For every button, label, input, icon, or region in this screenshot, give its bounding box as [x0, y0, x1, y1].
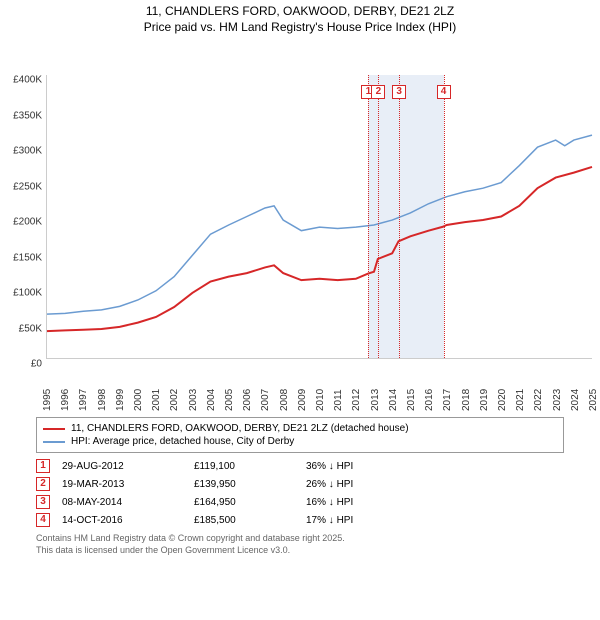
row-date: 14-OCT-2016: [62, 515, 182, 526]
y-tick-label: £400K: [0, 75, 46, 86]
plot-area: 1234: [46, 75, 592, 359]
transaction-marker: 3: [392, 85, 406, 99]
transaction-marker: 2: [371, 85, 385, 99]
legend-label: 11, CHANDLERS FORD, OAKWOOD, DERBY, DE21…: [71, 423, 409, 434]
transaction-vline: [444, 75, 445, 358]
chart-area: £0 £50K £100K £150K £200K £250K £300K £350K £400…: [0, 35, 600, 415]
series-blue: [47, 135, 592, 314]
transaction-table: 1 29-AUG-2012 £119,100 36% ↓ HPI 2 19-MAR-201…: [36, 457, 564, 529]
y-tick-label: £50K: [0, 323, 46, 334]
row-delta: 36% ↓ HPI: [306, 461, 353, 472]
row-price: £164,950: [194, 497, 294, 508]
y-tick-label: £150K: [0, 252, 46, 263]
row-date: 08-MAY-2014: [62, 497, 182, 508]
legend-swatch: [43, 428, 65, 430]
row-price: £139,950: [194, 479, 294, 490]
row-date: 29-AUG-2012: [62, 461, 182, 472]
y-tick-label: £200K: [0, 217, 46, 228]
legend-swatch: [43, 441, 65, 443]
legend-label: HPI: Average price, detached house, City…: [71, 436, 294, 447]
series-red: [47, 167, 592, 331]
footer-attribution: Contains HM Land Registry data © Crown c…: [36, 533, 564, 556]
y-tick-label: £100K: [0, 288, 46, 299]
title-line1: 11, CHANDLERS FORD, OAKWOOD, DERBY, DE21…: [0, 4, 600, 20]
chart-title: 11, CHANDLERS FORD, OAKWOOD, DERBY, DE21…: [0, 0, 600, 35]
y-tick-label: £300K: [0, 146, 46, 157]
title-line2: Price paid vs. HM Land Registry's House …: [0, 20, 600, 36]
row-delta: 17% ↓ HPI: [306, 515, 353, 526]
row-delta: 16% ↓ HPI: [306, 497, 353, 508]
table-row: 4 14-OCT-2016 £185,500 17% ↓ HPI: [36, 511, 564, 529]
line-plot: [47, 75, 592, 358]
transaction-vline: [399, 75, 400, 358]
legend-item: HPI: Average price, detached house, City…: [43, 435, 557, 448]
table-row: 1 29-AUG-2012 £119,100 36% ↓ HPI: [36, 457, 564, 475]
x-tick-label: 2025: [588, 389, 600, 411]
row-date: 19-MAR-2013: [62, 479, 182, 490]
legend: 11, CHANDLERS FORD, OAKWOOD, DERBY, DE21…: [36, 417, 564, 453]
legend-item: 11, CHANDLERS FORD, OAKWOOD, DERBY, DE21…: [43, 422, 557, 435]
row-price: £185,500: [194, 515, 294, 526]
transaction-marker: 4: [437, 85, 451, 99]
table-row: 2 19-MAR-2013 £139,950 26% ↓ HPI: [36, 475, 564, 493]
y-tick-label: £350K: [0, 110, 46, 121]
row-marker: 3: [36, 495, 50, 509]
y-tick-label: £250K: [0, 181, 46, 192]
row-delta: 26% ↓ HPI: [306, 479, 353, 490]
row-marker: 1: [36, 459, 50, 473]
table-row: 3 08-MAY-2014 £164,950 16% ↓ HPI: [36, 493, 564, 511]
transaction-vline: [378, 75, 379, 358]
row-price: £119,100: [194, 461, 294, 472]
row-marker: 2: [36, 477, 50, 491]
transaction-vline: [368, 75, 369, 358]
row-marker: 4: [36, 513, 50, 527]
footer-line1: Contains HM Land Registry data © Crown c…: [36, 533, 564, 545]
y-tick-label: £0: [0, 359, 46, 370]
footer-line2: This data is licensed under the Open Gov…: [36, 545, 564, 557]
